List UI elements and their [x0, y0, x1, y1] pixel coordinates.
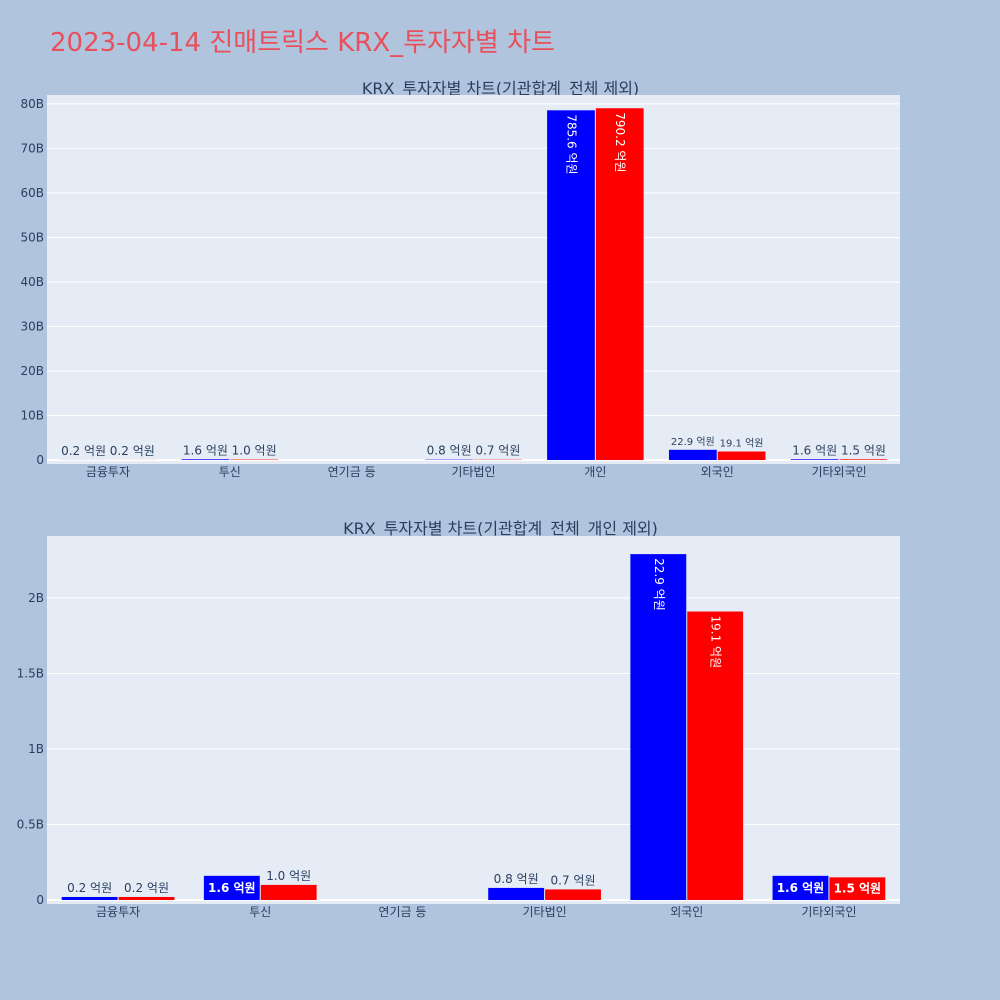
- data-label: 1.5 억원: [841, 443, 886, 457]
- bar: [772, 875, 829, 900]
- y-tick-label: 70B: [20, 141, 44, 155]
- bar: [547, 110, 595, 460]
- bar: [790, 459, 839, 460]
- data-label: 0.7 억원: [475, 444, 520, 458]
- data-label: 1.6 억원: [208, 881, 256, 895]
- y-tick-label: 0.5B: [17, 817, 44, 831]
- data-label: 22.9 억원: [671, 436, 715, 448]
- data-label: 0.2 억원: [61, 444, 106, 458]
- y-tick-label: 0: [36, 893, 44, 907]
- x-tick-label: 금융투자: [86, 465, 130, 479]
- y-tick-label: 80B: [20, 97, 44, 111]
- x-tick-label: 연기금 등: [328, 465, 376, 479]
- bar: [829, 877, 886, 900]
- x-tick-label: 연기금 등: [378, 905, 426, 919]
- x-tick-label: 투신: [219, 465, 241, 479]
- bar: [488, 887, 545, 900]
- page-title: 2023-04-14 진매트릭스 KRX_투자자별 차트: [50, 28, 555, 58]
- bar: [839, 459, 888, 460]
- x-tick-label: 개인: [584, 465, 606, 479]
- data-label: 22.9 억원: [652, 558, 666, 611]
- data-label: 1.5 억원: [834, 882, 882, 896]
- y-tick-label: 50B: [20, 230, 44, 244]
- x-tick-label: 금융투자: [96, 905, 140, 919]
- bar: [203, 875, 260, 900]
- bar: [260, 884, 317, 900]
- chart-excluding-individuals: KRX_투자자별 차트(기관합계_전체_개인 제외) 0 0.5B 1B 1.5B 2B 금…: [17, 519, 900, 919]
- x-tick-label: 외국인: [701, 465, 734, 479]
- data-label: 0.2 억원: [67, 881, 112, 895]
- data-label: 790.2 억원: [613, 112, 627, 172]
- x-tick-label: 기타외국인: [801, 905, 856, 919]
- y-tick-label: 0: [36, 453, 44, 467]
- plot-area: [47, 536, 900, 904]
- data-label: 1.6 억원: [792, 443, 837, 457]
- plot-area: [47, 95, 900, 464]
- y-tick-label: 1.5B: [17, 666, 44, 680]
- y-tick-label: 20B: [20, 364, 44, 378]
- bar: [668, 449, 717, 460]
- x-tick-label: 외국인: [670, 905, 703, 919]
- x-tick-label: 기타외국인: [811, 465, 866, 479]
- y-tick-label: 30B: [20, 319, 44, 333]
- bar: [717, 451, 766, 460]
- data-label: 0.8 억원: [494, 872, 539, 886]
- chart-all-investors: KRX_투자자별 차트(기관합계_전체 제외) 0 10B 20B 30B 40B 50B 6…: [20, 79, 900, 479]
- data-label: 0.2 억원: [124, 881, 169, 895]
- bar: [595, 108, 644, 460]
- bar: [545, 889, 601, 900]
- data-label: 1.6 억원: [183, 443, 228, 457]
- chart-title: KRX_투자자별 차트(기관합계_전체 제외): [362, 79, 639, 99]
- data-label: 19.1 억원: [709, 616, 723, 669]
- data-label: 1.0 억원: [232, 444, 277, 458]
- bar: [61, 896, 118, 900]
- data-label: 0.8 억원: [427, 444, 472, 458]
- y-tick-label: 40B: [20, 275, 44, 289]
- data-label: 1.6 억원: [777, 881, 825, 895]
- bar: [630, 554, 687, 900]
- y-tick-label: 60B: [20, 186, 44, 200]
- y-tick-label: 2B: [28, 591, 44, 605]
- bar: [181, 459, 230, 460]
- bar: [118, 896, 175, 900]
- x-tick-label: 투신: [249, 905, 271, 919]
- data-label: 0.7 억원: [551, 873, 596, 887]
- y-tick-label: 1B: [28, 742, 44, 756]
- y-tick-label: 10B: [20, 408, 44, 422]
- chart-title: KRX_투자자별 차트(기관합계_전체_개인 제외): [343, 519, 658, 539]
- data-label: 19.1 억원: [720, 437, 764, 449]
- data-label: 785.6 억원: [564, 114, 578, 174]
- bar: [687, 611, 744, 900]
- data-label: 1.0 억원: [266, 869, 311, 883]
- x-tick-label: 기타법인: [522, 905, 566, 919]
- data-label: 0.2 억원: [110, 444, 155, 458]
- x-tick-label: 기타법인: [451, 465, 495, 479]
